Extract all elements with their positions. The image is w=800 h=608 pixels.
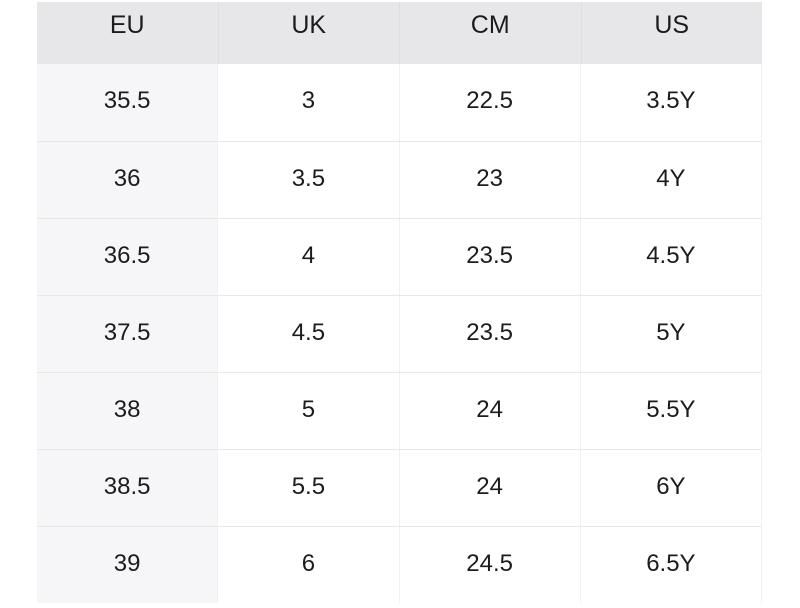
table-cell: 5.5 <box>218 450 400 526</box>
table-cell: 3 <box>218 64 400 141</box>
table-cell: 4 <box>218 219 400 295</box>
size-conversion-table: EU UK CM US 35.5 3 22.5 3.5Y 36 3.5 23 4Y 36.5 4 23.5… <box>37 2 762 603</box>
table-cell: 24.5 <box>399 527 581 603</box>
column-header-us: US <box>654 11 690 39</box>
table-cell: 22.5 <box>399 64 581 141</box>
table-cell: 39 <box>37 527 219 603</box>
table-row: 37.5 4.5 23.5 5Y <box>37 295 762 372</box>
table-row: 38 5 24 5.5Y <box>37 372 762 449</box>
table-cell: 4Y <box>580 142 762 218</box>
table-cell: 37.5 <box>37 296 219 372</box>
table-cell: 36 <box>37 142 219 218</box>
table-cell: 24 <box>399 373 581 449</box>
table-cell: 4.5 <box>218 296 400 372</box>
table-row: 36.5 4 23.5 4.5Y <box>37 218 762 295</box>
column-header-uk: UK <box>219 2 400 64</box>
table-cell: 4.5Y <box>580 219 762 295</box>
table-cell: 6.5Y <box>580 527 762 603</box>
table-row: 35.5 3 22.5 3.5Y <box>37 64 762 141</box>
table-cell: 38.5 <box>37 450 219 526</box>
table-cell: 5.5Y <box>580 373 762 449</box>
column-header-eu: EU <box>37 2 219 64</box>
table-cell: 6Y <box>580 450 762 526</box>
table-cell: 36.5 <box>37 219 219 295</box>
table-cell: 3.5Y <box>580 64 762 141</box>
table-cell: 5Y <box>580 296 762 372</box>
table-cell: 3.5 <box>218 142 400 218</box>
table-body: 35.5 3 22.5 3.5Y 36 3.5 23 4Y 36.5 4 23.5 4.5Y 37.5 4… <box>37 64 762 603</box>
table-cell: 23.5 <box>399 219 581 295</box>
table-cell: 24 <box>399 450 581 526</box>
table-header-row: EU UK CM US <box>37 2 762 64</box>
table-cell: 35.5 <box>37 64 219 141</box>
table-cell: 23 <box>399 142 581 218</box>
table-cell: 23.5 <box>399 296 581 372</box>
column-header-cm: CM <box>400 2 582 64</box>
table-row: 36 3.5 23 4Y <box>37 141 762 218</box>
table-row: 38.5 5.5 24 6Y <box>37 449 762 526</box>
table-cell: 5 <box>218 373 400 449</box>
table-row: 39 6 24.5 6.5Y <box>37 526 762 603</box>
table-cell: 38 <box>37 373 219 449</box>
table-cell: 6 <box>218 527 400 603</box>
